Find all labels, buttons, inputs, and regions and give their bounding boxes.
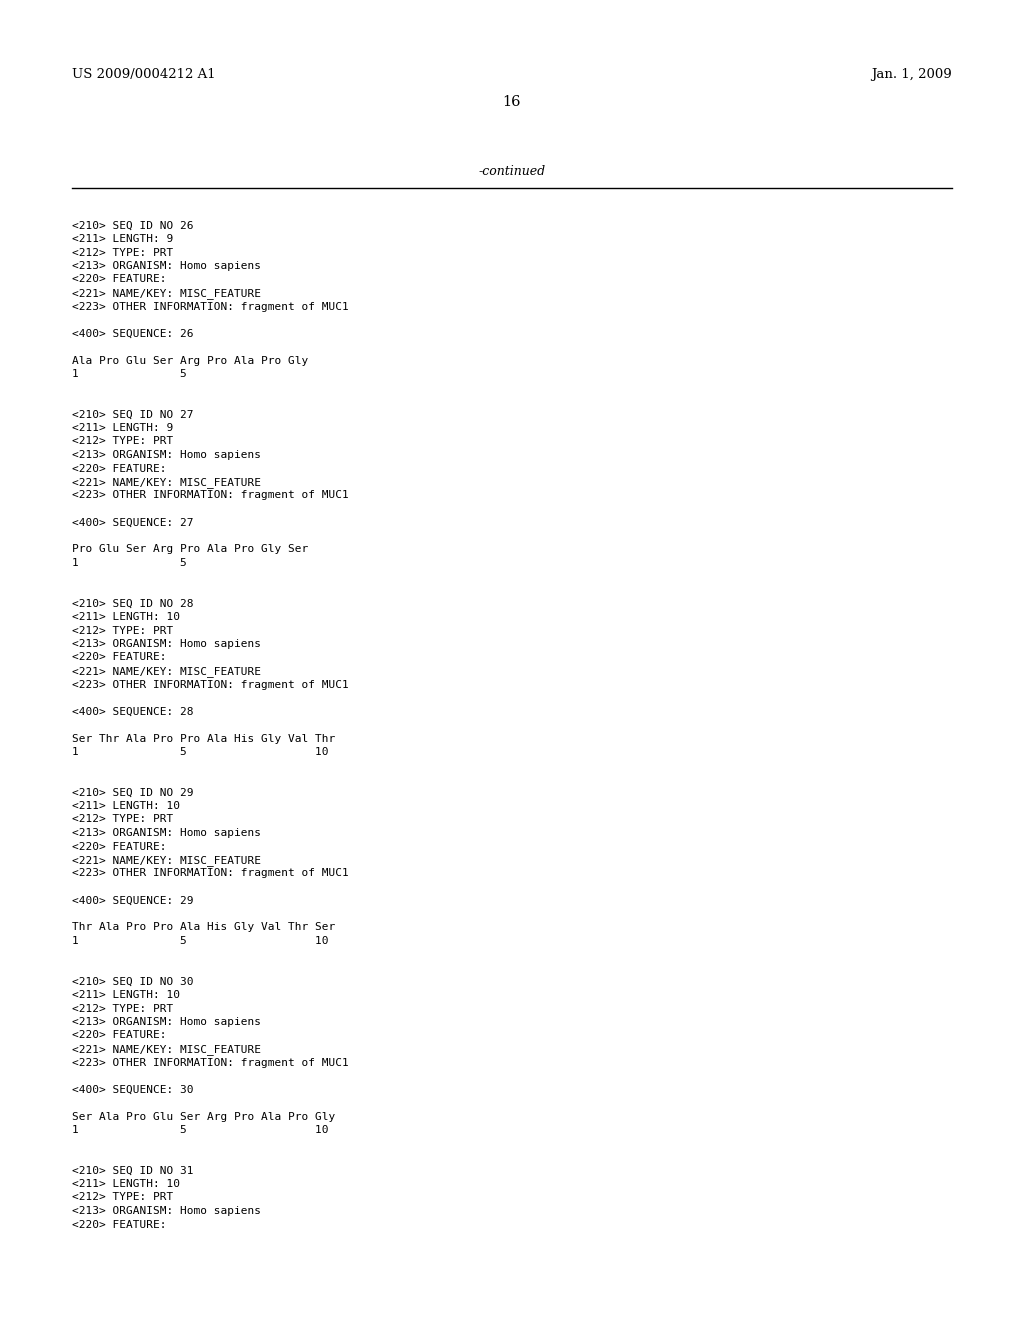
Text: <223> OTHER INFORMATION: fragment of MUC1: <223> OTHER INFORMATION: fragment of MUC… (72, 301, 349, 312)
Text: Jan. 1, 2009: Jan. 1, 2009 (871, 69, 952, 81)
Text: <221> NAME/KEY: MISC_FEATURE: <221> NAME/KEY: MISC_FEATURE (72, 477, 261, 488)
Text: <212> TYPE: PRT: <212> TYPE: PRT (72, 626, 173, 635)
Text: 1               5                   10: 1 5 10 (72, 936, 329, 946)
Text: <220> FEATURE:: <220> FEATURE: (72, 652, 167, 663)
Text: Thr Ala Pro Pro Ala His Gly Val Thr Ser: Thr Ala Pro Pro Ala His Gly Val Thr Ser (72, 923, 335, 932)
Text: <400> SEQUENCE: 30: <400> SEQUENCE: 30 (72, 1085, 194, 1094)
Text: <213> ORGANISM: Homo sapiens: <213> ORGANISM: Homo sapiens (72, 828, 261, 838)
Text: Ala Pro Glu Ser Arg Pro Ala Pro Gly: Ala Pro Glu Ser Arg Pro Ala Pro Gly (72, 355, 308, 366)
Text: <223> OTHER INFORMATION: fragment of MUC1: <223> OTHER INFORMATION: fragment of MUC… (72, 680, 349, 689)
Text: <211> LENGTH: 10: <211> LENGTH: 10 (72, 990, 180, 1001)
Text: <220> FEATURE:: <220> FEATURE: (72, 1031, 167, 1040)
Text: <210> SEQ ID NO 27: <210> SEQ ID NO 27 (72, 409, 194, 420)
Text: <221> NAME/KEY: MISC_FEATURE: <221> NAME/KEY: MISC_FEATURE (72, 855, 261, 866)
Text: <212> TYPE: PRT: <212> TYPE: PRT (72, 248, 173, 257)
Text: <210> SEQ ID NO 26: <210> SEQ ID NO 26 (72, 220, 194, 231)
Text: 1               5                   10: 1 5 10 (72, 1125, 329, 1135)
Text: Ser Thr Ala Pro Pro Ala His Gly Val Thr: Ser Thr Ala Pro Pro Ala His Gly Val Thr (72, 734, 335, 743)
Text: <210> SEQ ID NO 28: <210> SEQ ID NO 28 (72, 598, 194, 609)
Text: <211> LENGTH: 9: <211> LENGTH: 9 (72, 422, 173, 433)
Text: <213> ORGANISM: Homo sapiens: <213> ORGANISM: Homo sapiens (72, 450, 261, 459)
Text: <213> ORGANISM: Homo sapiens: <213> ORGANISM: Homo sapiens (72, 639, 261, 649)
Text: <211> LENGTH: 10: <211> LENGTH: 10 (72, 612, 180, 622)
Text: 1               5                   10: 1 5 10 (72, 747, 329, 756)
Text: <210> SEQ ID NO 31: <210> SEQ ID NO 31 (72, 1166, 194, 1176)
Text: <400> SEQUENCE: 28: <400> SEQUENCE: 28 (72, 706, 194, 717)
Text: <221> NAME/KEY: MISC_FEATURE: <221> NAME/KEY: MISC_FEATURE (72, 288, 261, 298)
Text: <211> LENGTH: 10: <211> LENGTH: 10 (72, 1179, 180, 1189)
Text: <400> SEQUENCE: 26: <400> SEQUENCE: 26 (72, 329, 194, 338)
Text: <210> SEQ ID NO 30: <210> SEQ ID NO 30 (72, 977, 194, 986)
Text: <221> NAME/KEY: MISC_FEATURE: <221> NAME/KEY: MISC_FEATURE (72, 667, 261, 677)
Text: <212> TYPE: PRT: <212> TYPE: PRT (72, 1192, 173, 1203)
Text: <212> TYPE: PRT: <212> TYPE: PRT (72, 814, 173, 825)
Text: <223> OTHER INFORMATION: fragment of MUC1: <223> OTHER INFORMATION: fragment of MUC… (72, 491, 349, 500)
Text: Ser Ala Pro Glu Ser Arg Pro Ala Pro Gly: Ser Ala Pro Glu Ser Arg Pro Ala Pro Gly (72, 1111, 335, 1122)
Text: <211> LENGTH: 10: <211> LENGTH: 10 (72, 801, 180, 810)
Text: <400> SEQUENCE: 29: <400> SEQUENCE: 29 (72, 895, 194, 906)
Text: <220> FEATURE:: <220> FEATURE: (72, 275, 167, 285)
Text: <211> LENGTH: 9: <211> LENGTH: 9 (72, 234, 173, 244)
Text: <220> FEATURE:: <220> FEATURE: (72, 463, 167, 474)
Text: <212> TYPE: PRT: <212> TYPE: PRT (72, 1003, 173, 1014)
Text: -continued: -continued (478, 165, 546, 178)
Text: <213> ORGANISM: Homo sapiens: <213> ORGANISM: Homo sapiens (72, 1206, 261, 1216)
Text: <213> ORGANISM: Homo sapiens: <213> ORGANISM: Homo sapiens (72, 261, 261, 271)
Text: 16: 16 (503, 95, 521, 110)
Text: <220> FEATURE:: <220> FEATURE: (72, 1220, 167, 1229)
Text: 1               5: 1 5 (72, 370, 186, 379)
Text: <223> OTHER INFORMATION: fragment of MUC1: <223> OTHER INFORMATION: fragment of MUC… (72, 1057, 349, 1068)
Text: <213> ORGANISM: Homo sapiens: <213> ORGANISM: Homo sapiens (72, 1016, 261, 1027)
Text: <220> FEATURE:: <220> FEATURE: (72, 842, 167, 851)
Text: <212> TYPE: PRT: <212> TYPE: PRT (72, 437, 173, 446)
Text: <223> OTHER INFORMATION: fragment of MUC1: <223> OTHER INFORMATION: fragment of MUC… (72, 869, 349, 879)
Text: <221> NAME/KEY: MISC_FEATURE: <221> NAME/KEY: MISC_FEATURE (72, 1044, 261, 1055)
Text: US 2009/0004212 A1: US 2009/0004212 A1 (72, 69, 216, 81)
Text: 1               5: 1 5 (72, 558, 186, 568)
Text: Pro Glu Ser Arg Pro Ala Pro Gly Ser: Pro Glu Ser Arg Pro Ala Pro Gly Ser (72, 544, 308, 554)
Text: <400> SEQUENCE: 27: <400> SEQUENCE: 27 (72, 517, 194, 528)
Text: <210> SEQ ID NO 29: <210> SEQ ID NO 29 (72, 788, 194, 797)
